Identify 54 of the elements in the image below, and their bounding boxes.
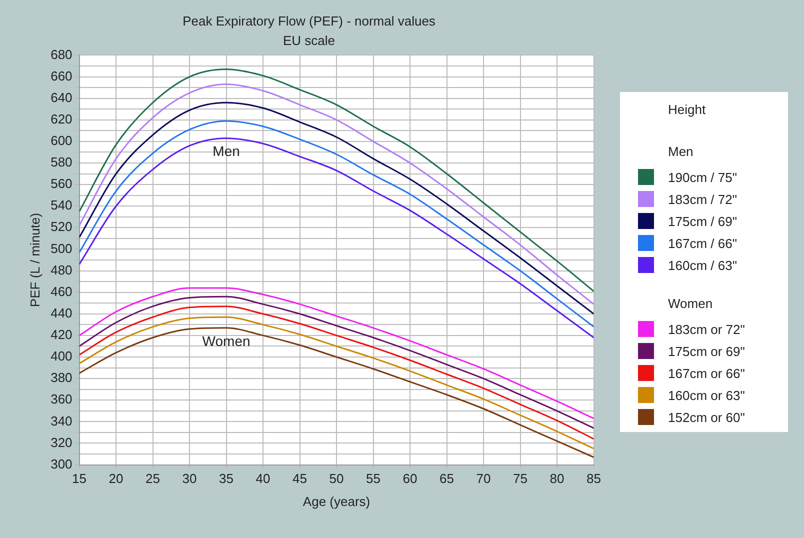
- y-axis-title: PEF (L / minute): [27, 212, 42, 308]
- x-tick-label: 40: [256, 471, 270, 486]
- x-tick-label: 35: [219, 471, 234, 486]
- x-tick-label: 70: [476, 471, 491, 486]
- legend-label: 190cm / 75": [668, 170, 737, 184]
- x-tick-label: 20: [108, 471, 124, 486]
- x-tick-label: 75: [513, 471, 528, 486]
- y-tick-label: 300: [50, 456, 72, 472]
- y-tick-label: 340: [50, 413, 72, 428]
- legend-label: 160cm / 63": [668, 258, 737, 272]
- y-tick-label: 500: [50, 240, 72, 256]
- x-tick-label: 65: [440, 471, 454, 486]
- y-tick-label: 660: [50, 68, 72, 84]
- x-tick-label: 45: [292, 471, 308, 486]
- legend-label: 167cm / 66": [668, 236, 737, 250]
- legend-label: 175cm / 69": [668, 214, 737, 228]
- legend-label: 183cm / 72": [668, 192, 737, 206]
- y-tick-label: 480: [50, 262, 72, 278]
- x-tick-label: 30: [182, 471, 197, 486]
- x-tick-label: 50: [329, 471, 344, 486]
- x-tick-label: 60: [402, 471, 418, 486]
- y-tick-label: 440: [50, 305, 72, 320]
- annotation: Women: [202, 332, 250, 349]
- chart-title: Peak Expiratory Flow (PEF) - normal values: [182, 13, 436, 28]
- y-tick-label: 540: [50, 198, 72, 213]
- legend-label: 183cm or 72": [668, 322, 745, 336]
- legend-label: 152cm or 60": [668, 410, 745, 424]
- text: Women: [668, 296, 713, 311]
- text: Men: [668, 144, 694, 159]
- legend-label: 160cm or 63": [668, 388, 745, 402]
- y-tick-label: 580: [50, 154, 72, 170]
- y-tick-label: 400: [50, 348, 72, 364]
- y-tick-label: 620: [50, 111, 72, 126]
- y-tick-label: 600: [50, 133, 72, 148]
- y-tick-label: 460: [50, 284, 72, 299]
- y-tick-label: 680: [50, 46, 72, 62]
- y-tick-label: 420: [50, 327, 72, 342]
- x-tick-label: 25: [146, 471, 160, 486]
- chart-subtitle: EU scale: [282, 32, 336, 48]
- x-tick-label: 55: [366, 471, 381, 486]
- y-tick-label: 320: [50, 434, 72, 450]
- x-tick-label: 80: [550, 471, 564, 486]
- annotation: Men: [212, 143, 240, 160]
- y-tick-label: 360: [50, 392, 72, 407]
- legend-label: 175cm or 69": [668, 344, 745, 358]
- y-tick-label: 640: [50, 90, 72, 105]
- y-tick-label: 560: [50, 176, 72, 192]
- x-tick-label: 15: [72, 471, 87, 486]
- y-tick-label: 520: [50, 219, 72, 234]
- x-tick-label: 85: [586, 471, 602, 486]
- y-tick-label: 380: [50, 370, 72, 386]
- legend-title: Height: [668, 102, 707, 119]
- x-axis-title: Age (years): [302, 494, 370, 509]
- legend-label: 167cm or 66": [668, 366, 745, 380]
